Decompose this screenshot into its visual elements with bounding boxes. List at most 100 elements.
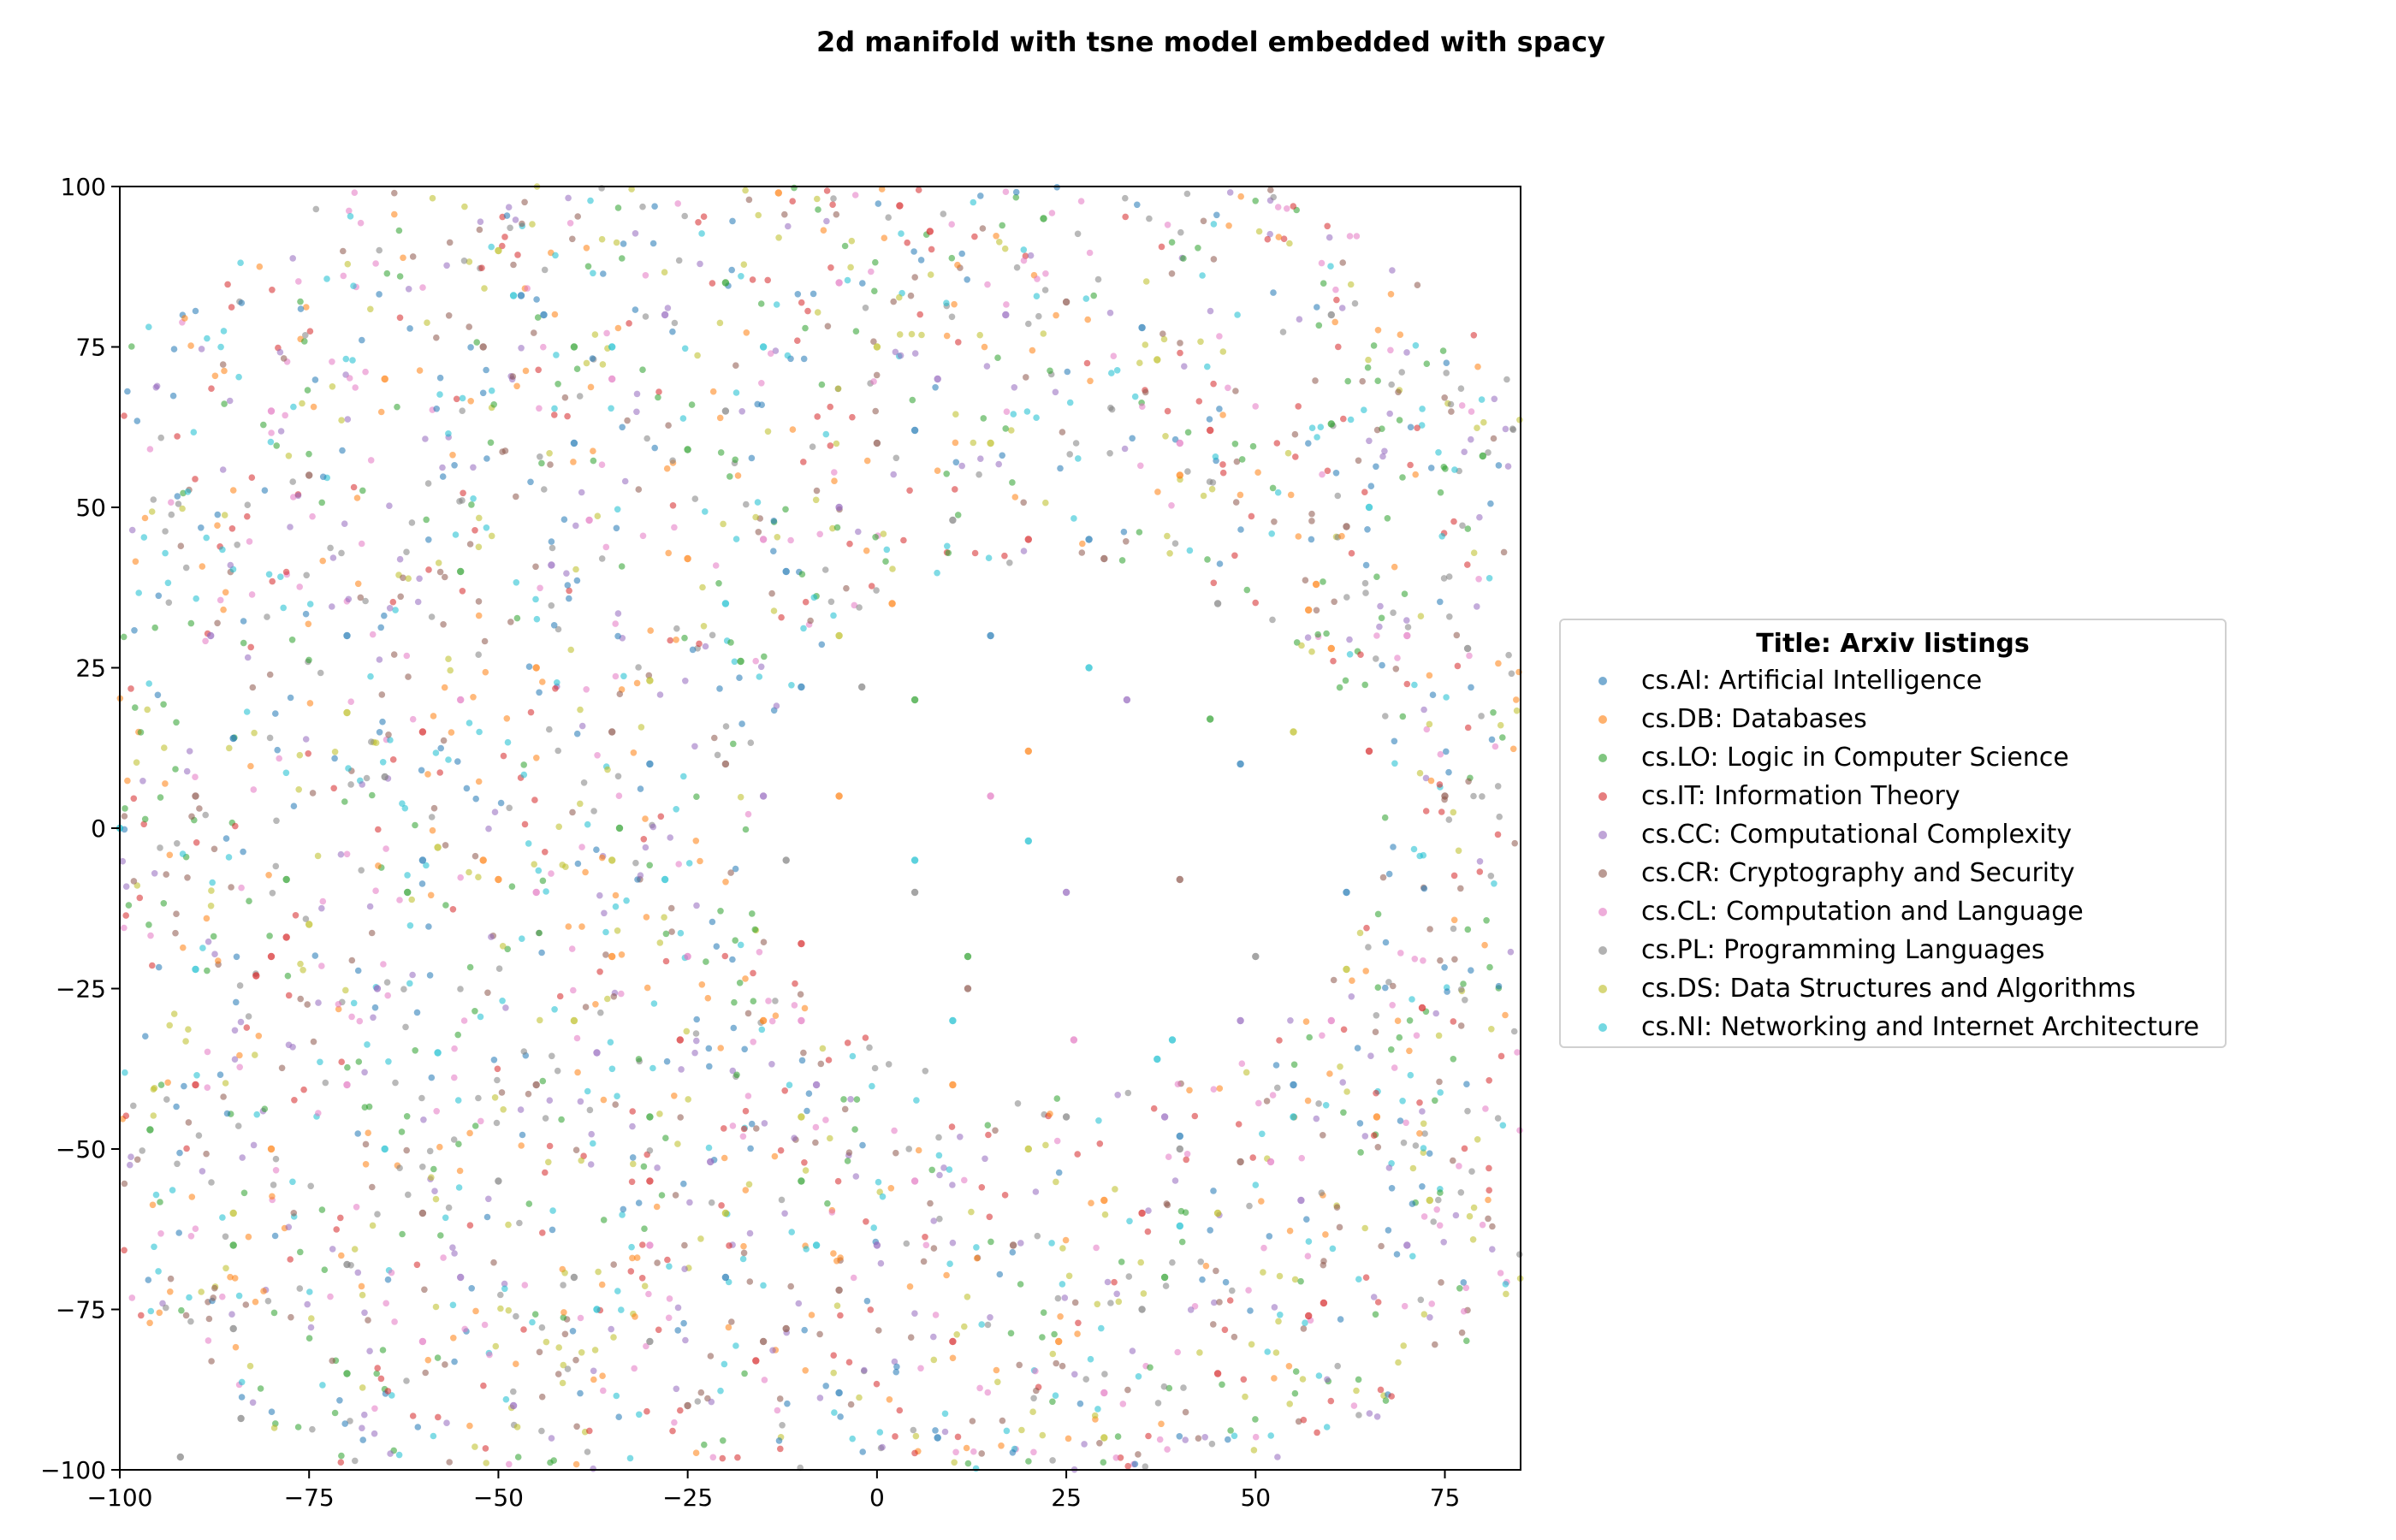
background-point [1510,1028,1518,1035]
y-tick-label: 75 [75,334,106,362]
background-point [516,1219,523,1227]
background-point [1361,681,1368,689]
background-point [972,1465,980,1472]
background-point [1409,1253,1416,1260]
background-point [636,1411,643,1419]
background-point [812,496,820,504]
background-point [409,253,417,260]
background-point [1435,1196,1442,1204]
background-point [847,1096,854,1103]
background-point [678,1066,685,1073]
background-point [830,1369,837,1377]
background-point [379,759,387,766]
background-point [646,862,653,869]
background-point [1436,1222,1444,1229]
y-tick-label: 50 [75,494,106,522]
background-point [667,904,675,912]
series-8 [229,246,1434,1442]
background-point [922,1068,929,1075]
background-point [851,192,859,198]
background-point [1429,691,1437,698]
background-point [1407,1071,1414,1079]
background-point [718,1202,725,1209]
background-point [248,474,256,481]
background-point [774,1407,781,1414]
background-point [1373,1413,1381,1420]
background-point [450,1136,458,1143]
legend-marker [1598,868,1607,878]
data-point [964,985,972,992]
background-point [173,1103,180,1111]
background-point [509,373,517,380]
background-point [1388,1046,1395,1053]
background-point [501,234,508,240]
background-point [859,1141,866,1149]
background-point [211,845,218,853]
background-point [376,729,383,736]
background-point [535,366,542,374]
background-point [817,1060,825,1068]
background-point [318,499,326,506]
background-point [141,514,149,522]
background-point [546,450,553,457]
background-point [649,240,657,247]
background-point [847,1401,855,1408]
background-point [521,198,528,206]
background-point [266,734,274,742]
background-point [1499,1122,1507,1129]
background-point [294,1424,302,1430]
background-point [385,732,392,738]
background-point [1465,778,1472,785]
background-point [1238,456,1246,463]
background-point [412,821,418,829]
background-point [222,835,230,842]
background-point [1216,1299,1223,1306]
background-point [424,319,430,327]
background-point [612,672,620,680]
background-point [184,489,192,495]
data-point [721,600,730,607]
background-point [1340,415,1347,423]
background-point [514,252,521,258]
background-point [389,756,397,763]
background-point [667,637,673,644]
background-point [1231,441,1239,447]
background-point [430,713,437,720]
background-point [1308,424,1316,432]
background-point [1286,1401,1293,1407]
background-point [1422,774,1430,782]
background-point [1496,813,1503,820]
background-point [291,1097,298,1104]
background-point [829,201,836,208]
background-point [830,612,837,619]
background-point [1426,720,1433,728]
background-point [816,1330,823,1338]
background-point [949,1354,957,1362]
background-point [477,1013,484,1021]
background-point [1204,363,1211,370]
background-point [638,1275,646,1282]
background-point [432,1303,440,1311]
background-point [174,1160,181,1168]
background-point [365,1129,372,1136]
background-point [729,1067,737,1075]
background-point [357,219,365,227]
background-point [1385,1164,1393,1171]
background-point [746,1229,754,1237]
background-point [379,718,386,726]
background-point [600,1387,607,1395]
background-point [824,1199,831,1207]
background-point [477,218,484,225]
background-point [443,1419,450,1426]
background-point [570,986,577,994]
background-point [709,918,716,926]
background-point [532,563,539,571]
background-point [729,1122,737,1129]
background-point [633,679,641,687]
background-point [1379,661,1385,669]
background-point [1171,1177,1179,1184]
data-point [949,1337,957,1346]
background-point [594,512,602,519]
background-point [157,1230,164,1237]
background-point [714,751,721,759]
